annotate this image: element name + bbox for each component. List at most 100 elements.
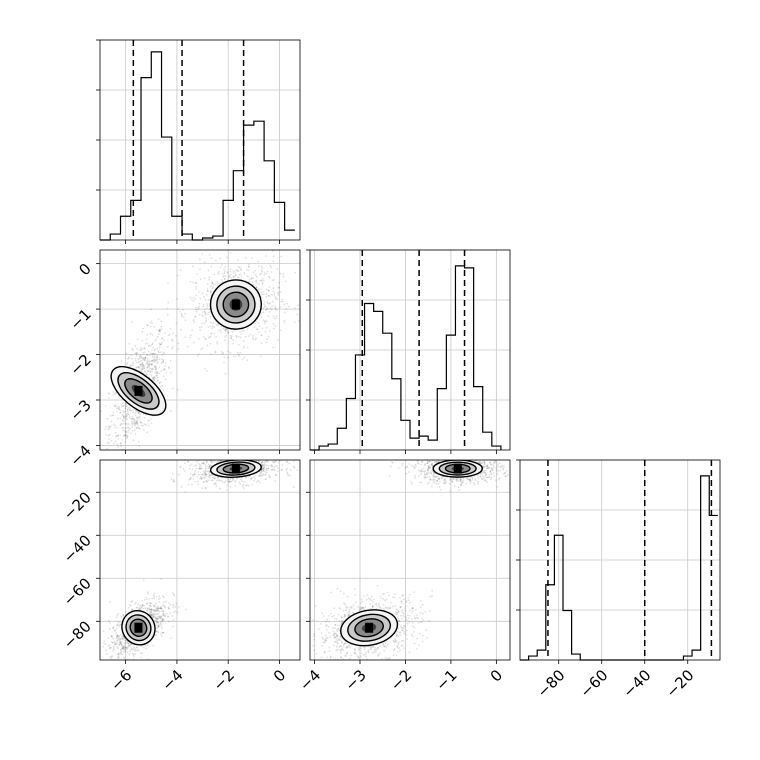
sample-point [148, 365, 151, 368]
sample-point [262, 290, 265, 293]
sample-point [137, 412, 140, 415]
sample-point [103, 640, 106, 642]
sample-point [110, 657, 113, 660]
sample-point [159, 617, 162, 620]
sample-point [397, 617, 400, 620]
sample-point [120, 649, 123, 652]
sample-point [403, 632, 405, 635]
sample-point [158, 615, 160, 618]
sample-point [111, 414, 114, 417]
sample-point [210, 285, 212, 288]
sample-point [142, 604, 144, 607]
sample-point [158, 381, 161, 384]
sample-point [107, 392, 110, 395]
sample-point [137, 358, 140, 361]
sample-point [117, 621, 120, 623]
sample-point [426, 461, 429, 464]
sample-point [131, 600, 134, 603]
sample-point [137, 366, 140, 369]
sample-point [200, 348, 203, 351]
sample-point [208, 473, 210, 475]
sample-point [226, 271, 229, 274]
sample-point [203, 474, 206, 477]
sample-point [239, 273, 242, 275]
sample-point [410, 618, 413, 620]
sample-point [406, 629, 408, 632]
sample-point [223, 339, 226, 342]
sample-point [112, 627, 114, 629]
sample-point [254, 474, 257, 477]
sample-point [97, 416, 99, 418]
sample-point [123, 645, 126, 648]
contour-line [125, 614, 152, 642]
sample-point [241, 455, 243, 457]
sample-point [120, 359, 123, 362]
sample-point [350, 605, 353, 608]
sample-point [129, 605, 132, 607]
sample-point [142, 364, 145, 366]
sample-point [211, 327, 213, 330]
sample-point [386, 661, 388, 663]
sample-point [157, 621, 159, 624]
sample-point [128, 644, 131, 646]
sample-point [110, 458, 112, 460]
sample-point [229, 480, 232, 483]
sample-point [205, 338, 207, 340]
sample-point [133, 649, 136, 652]
sample-point [232, 478, 234, 480]
sample-point [154, 616, 157, 619]
sample-point [88, 424, 90, 426]
sample-point [427, 481, 430, 484]
sample-point [139, 652, 142, 654]
sample-point [366, 594, 368, 596]
sample-point [144, 371, 146, 373]
sample-point [264, 473, 267, 476]
sample-point [361, 606, 364, 609]
sample-point [396, 630, 399, 633]
sample-point [237, 270, 240, 272]
sample-point [379, 595, 382, 598]
sample-point [420, 471, 423, 473]
sample-point [135, 666, 137, 668]
sample-point [171, 347, 174, 350]
sample-point [336, 639, 339, 642]
sample-point [153, 356, 156, 359]
sample-point [184, 336, 187, 339]
sample-point [327, 614, 330, 617]
sample-point [423, 455, 425, 457]
sample-point [156, 362, 158, 365]
sample-point [153, 361, 156, 363]
sample-point [150, 602, 152, 605]
sample-point [122, 646, 125, 649]
sample-point [210, 333, 212, 335]
sample-point [270, 465, 273, 468]
sample-point [286, 471, 288, 474]
sample-point [159, 607, 162, 610]
sample-point [133, 421, 136, 424]
sample-point [189, 296, 192, 299]
sample-point [432, 455, 434, 457]
sample-point [328, 621, 330, 623]
sample-point [335, 645, 338, 648]
sample-point [141, 362, 143, 365]
sample-point [369, 598, 372, 601]
sample-point [155, 602, 157, 605]
sample-point [341, 620, 344, 623]
sample-point [265, 295, 268, 298]
sample-point [382, 643, 385, 645]
sample-point [115, 435, 117, 438]
sample-point [472, 481, 475, 484]
sample-point [156, 630, 158, 633]
sample-point [211, 460, 214, 462]
sample-point [258, 283, 260, 286]
sample-point [122, 635, 124, 638]
sample-point [141, 366, 144, 369]
sample-point [199, 297, 202, 300]
sample-point [420, 617, 423, 620]
sample-point [175, 322, 178, 325]
sample-point [121, 644, 123, 647]
sample-point [155, 338, 158, 341]
sample-point [339, 607, 342, 610]
sample-point [232, 454, 234, 456]
sample-point [335, 618, 338, 620]
